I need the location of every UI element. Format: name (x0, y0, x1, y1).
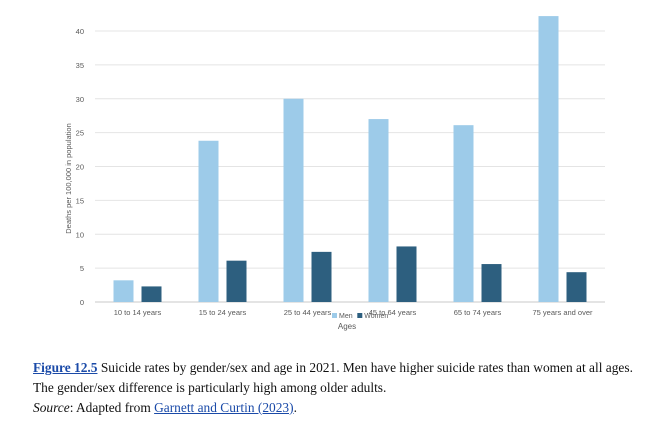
bar-men (198, 140, 219, 302)
x-tick-label: 45 to 64 years (369, 308, 417, 317)
bar-women (226, 260, 247, 302)
y-tick-label: 10 (76, 230, 84, 239)
source-line: Source: Adapted from Garnett and Curtin … (33, 398, 638, 418)
source-suffix: . (293, 400, 297, 415)
x-axis-label: Ages (338, 322, 356, 331)
x-tick-label: 10 to 14 years (114, 308, 162, 317)
caption-paragraph: Figure 12.5 Suicide rates by gender/sex … (33, 358, 638, 398)
bar-women (566, 272, 587, 302)
legend-swatch (357, 313, 363, 318)
legend-swatch (332, 313, 337, 318)
figure-link[interactable]: Figure 12.5 (33, 360, 98, 375)
bar-chart: 0 5 10 15 20 25 30 35 40 10 to 14 years 15 to 24 y… (64, 16, 605, 331)
y-tick-label: 0 (80, 298, 84, 307)
figure-caption: Figure 12.5 Suicide rates by gender/sex … (33, 358, 638, 418)
x-tick-label: 65 to 74 years (454, 308, 502, 317)
bar-women (481, 264, 502, 302)
y-axis-label: Deaths per 100,000 in population (64, 123, 73, 234)
legend-label: Women (364, 313, 388, 320)
source-link[interactable]: Garnett and Curtin (2023) (154, 400, 294, 415)
y-tick-label: 25 (76, 129, 84, 138)
bar-men (283, 98, 304, 302)
chart-svg: 0 5 10 15 20 25 30 35 40 10 to 14 years 15 to 24 y… (64, 16, 605, 331)
legend-label: Men (339, 313, 353, 320)
caption-text: Suicide rates by gender/sex and age in 2… (33, 360, 633, 395)
bar-men (113, 280, 134, 302)
source-prefix: : Adapted from (69, 400, 155, 415)
y-tick-label: 35 (76, 61, 84, 70)
bar-women (141, 286, 162, 302)
y-tick-label: 15 (76, 196, 84, 205)
source-label: Source (33, 400, 70, 415)
y-tick-label: 30 (76, 95, 84, 104)
y-tick-label: 40 (76, 27, 84, 36)
y-tick-label: 20 (76, 163, 84, 172)
x-tick-label: 25 to 44 years (284, 308, 332, 317)
y-tick-label: 5 (80, 264, 84, 273)
bar-men (368, 119, 389, 302)
x-tick-label: 75 years and over (532, 308, 593, 317)
bar-women (396, 246, 417, 302)
bar-women (311, 251, 332, 302)
x-tick-label: 15 to 24 years (199, 308, 247, 317)
bar-men (453, 125, 474, 302)
bar-men (538, 16, 559, 302)
